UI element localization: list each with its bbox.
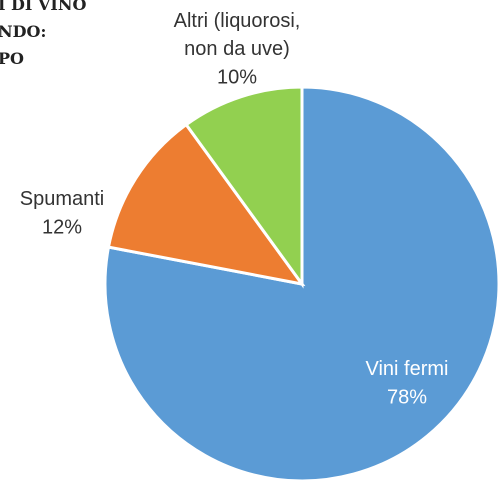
pie-slice: [103, 85, 499, 483]
pie-slice: [184, 85, 304, 289]
pie-slice: [106, 122, 306, 287]
slice-label: Altri (liquorosi, non da uve): [174, 10, 301, 60]
title-fragment: PO: [0, 49, 24, 68]
value-label: 78%: [387, 386, 427, 408]
title-fragment: I DI VINO: [0, 0, 87, 14]
value-label: 12%: [42, 216, 82, 238]
value-label: 10%: [217, 66, 257, 88]
slice-label: Vini fermi: [366, 358, 449, 380]
title-fragment: NDO:: [0, 22, 46, 41]
slice-label: Spumanti: [20, 188, 105, 210]
